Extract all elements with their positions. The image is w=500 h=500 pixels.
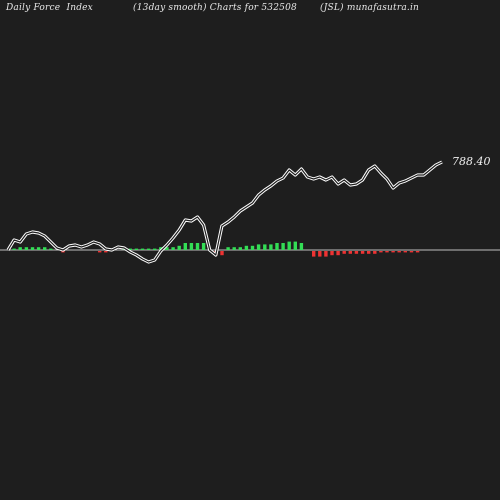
force-bar: [263, 244, 267, 250]
force-bar: [330, 251, 334, 256]
chart-header-left: Daily Force Index: [6, 3, 93, 13]
chart-header-right: (JSL) munafasutra.in: [320, 3, 420, 13]
force-bar: [293, 241, 297, 250]
force-bar: [226, 247, 230, 250]
force-bar: [183, 243, 187, 250]
force-bar: [220, 251, 224, 256]
force-bar: [324, 251, 328, 257]
force-bar: [153, 248, 157, 250]
force-bar: [98, 251, 102, 253]
force-bar: [30, 247, 35, 250]
force-bar: [397, 251, 401, 253]
force-bar: [299, 243, 304, 250]
force-bar: [140, 248, 145, 250]
force-bar: [24, 247, 29, 250]
force-bar: [287, 241, 291, 250]
force-bar: [318, 251, 322, 257]
force-bar: [415, 251, 420, 253]
force-bar: [18, 247, 22, 250]
force-bar: [165, 247, 169, 250]
force-bar: [269, 244, 273, 250]
force-bar: [354, 251, 359, 254]
force-bar: [348, 251, 352, 254]
force-bar: [171, 247, 175, 250]
force-bar: [12, 248, 16, 250]
force-bar: [391, 251, 395, 253]
force-bar: [36, 247, 41, 250]
force-bar: [379, 251, 383, 253]
force-bar: [195, 243, 200, 250]
force-bar: [177, 245, 181, 250]
force-bar: [385, 251, 389, 253]
force-bar: [201, 243, 206, 250]
force-bar: [238, 247, 242, 250]
force-lines: [6, 160, 443, 264]
force-bar: [232, 247, 236, 250]
force-index-line: [7, 161, 443, 263]
force-bar: [409, 251, 414, 253]
force-bar: [43, 247, 47, 250]
force-bar: [367, 251, 371, 254]
force-bar: [336, 251, 340, 256]
force-bar: [360, 251, 365, 254]
chart-header-middle: (13day smooth) Charts for 532508: [133, 3, 297, 13]
force-bar: [256, 244, 261, 250]
force-bar: [104, 251, 108, 253]
force-bar: [189, 243, 194, 250]
force-bar: [275, 243, 279, 250]
force-index-line-outline: [6, 160, 443, 264]
last-value-label: 788.40: [452, 155, 491, 168]
force-bar: [61, 251, 65, 253]
force-bar: [128, 248, 132, 250]
force-bar: [281, 243, 285, 250]
force-bar: [134, 248, 139, 250]
force-bar: [49, 248, 53, 250]
force-bar: [244, 245, 249, 250]
force-bar: [312, 251, 316, 257]
force-bar: [146, 248, 151, 250]
force-bar: [250, 245, 255, 250]
force-bar: [403, 251, 407, 253]
force-bar: [159, 247, 163, 250]
force-bar: [373, 251, 377, 254]
force-bar: [342, 251, 346, 254]
